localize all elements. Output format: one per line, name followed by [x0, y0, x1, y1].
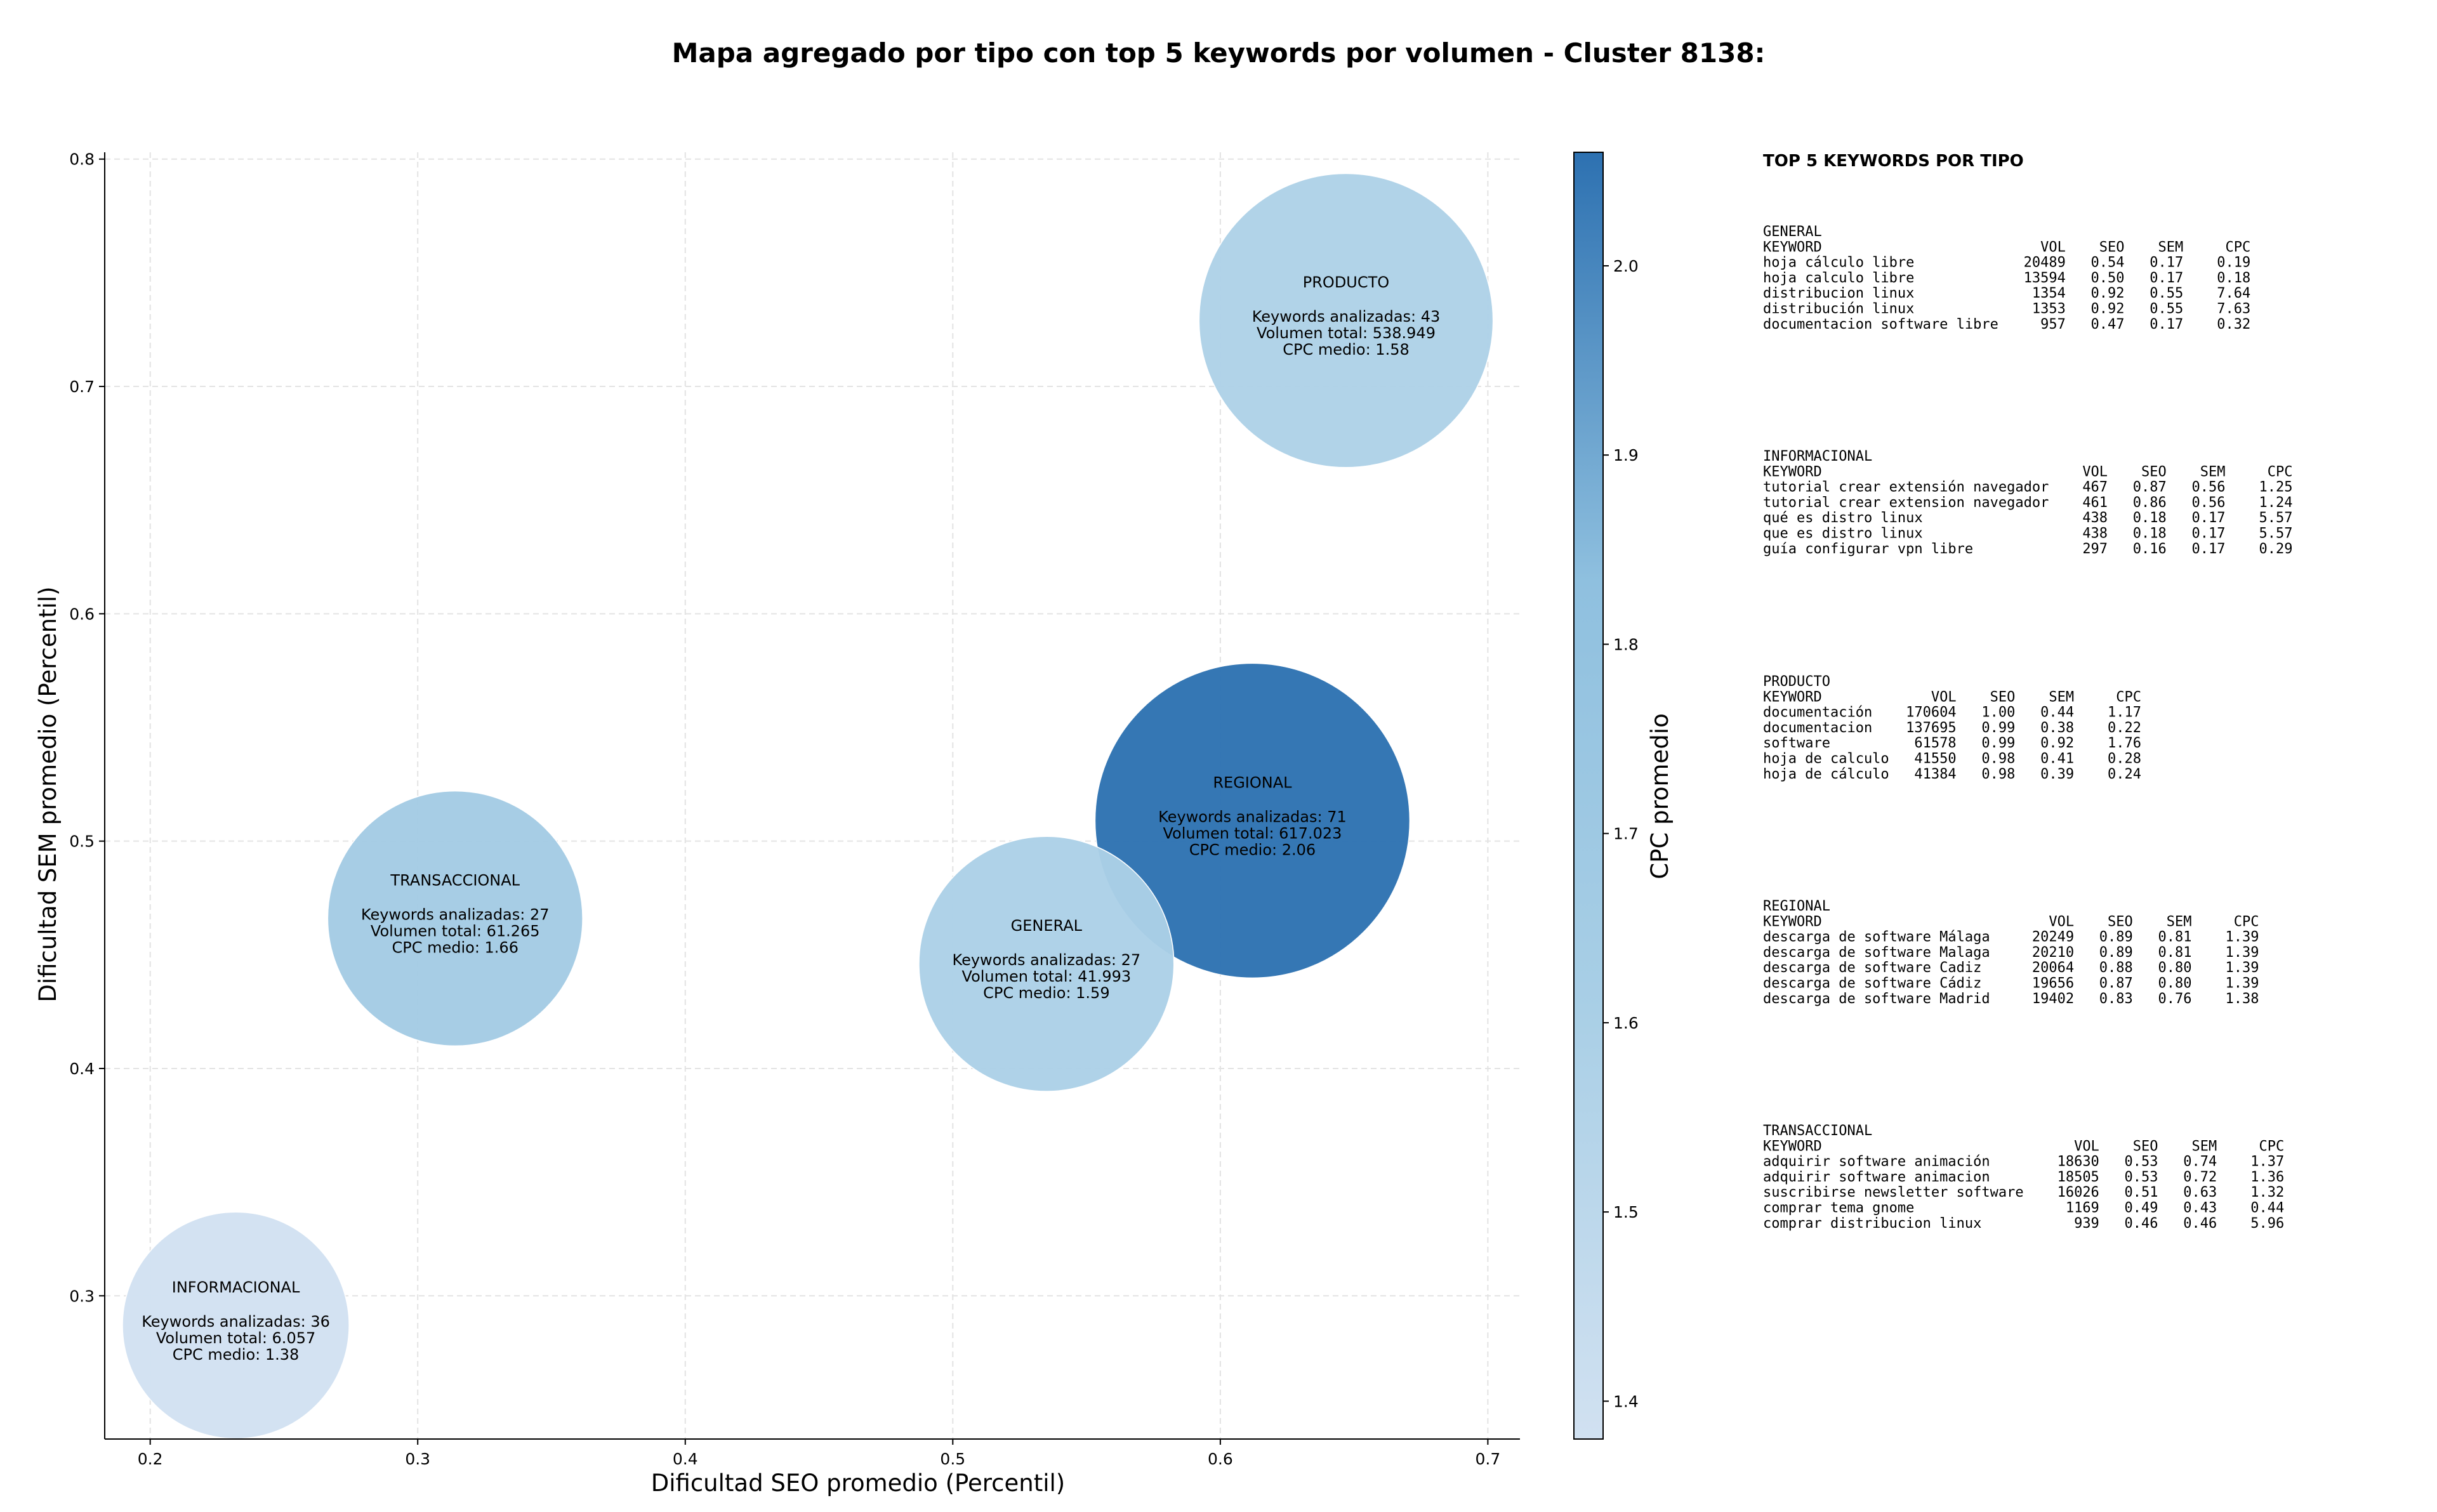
keyword-table-row: adquirir software animación 18630 0.53 0…: [1763, 1154, 2284, 1170]
keyword-table-row: qué es distro linux 438 0.18 0.17 5.57: [1763, 510, 2292, 526]
bubble-detail: CPC medio: 1.58: [1283, 341, 1410, 358]
keyword-table-title: INFORMACIONAL: [1763, 449, 1872, 464]
bubble-name: REGIONAL: [1213, 773, 1292, 791]
bubble-name: INFORMACIONAL: [172, 1279, 300, 1296]
bubble-name: PRODUCTO: [1303, 273, 1389, 291]
keyword-table-row: hoja calculo libre 13594 0.50 0.17 0.18: [1763, 270, 2250, 286]
keyword-table-row: distribucion linux 1354 0.92 0.55 7.64: [1763, 286, 2250, 301]
keyword-table-title: GENERAL: [1763, 224, 1822, 240]
bubble-detail: Volumen total: 61.265: [371, 922, 540, 940]
bubble-detail: Keywords analizadas: 36: [142, 1313, 330, 1331]
bubble-detail: CPC medio: 1.66: [392, 938, 518, 956]
x-tick-label: 0.5: [940, 1450, 965, 1468]
side-panel-heading: TOP 5 KEYWORDS POR TIPO: [1763, 152, 2024, 171]
colorbar: 1.4 1.5 1.6 1.7 1.8 1.9 2.0: [1573, 152, 1639, 1440]
x-tick-label: 0.2: [138, 1450, 163, 1468]
keyword-table-row: distribución linux 1353 0.92 0.55 7.63: [1763, 301, 2250, 317]
bubble-circle: [327, 790, 583, 1047]
bubble-circle: [1094, 662, 1411, 979]
y-tick-label: 0.7: [69, 378, 95, 396]
colorbar-tick-label: 1.6: [1613, 1014, 1639, 1032]
bubble-circle: [918, 836, 1175, 1092]
keyword-table-header: KEYWORD VOL SEO SEM CPC: [1763, 914, 2259, 930]
keyword-table-row: descarga de software Málaga 20249 0.89 0…: [1763, 930, 2259, 945]
keyword-table-row: hoja de cálculo 41384 0.98 0.39 0.24: [1763, 766, 2141, 782]
keyword-table-row: documentación 170604 1.00 0.44 1.17: [1763, 705, 2141, 721]
bubble-detail: CPC medio: 1.38: [173, 1346, 300, 1364]
colorbar-tick-label: 2.0: [1613, 257, 1639, 275]
keyword-table-row: hoja de calculo 41550 0.98 0.41 0.28: [1763, 751, 2141, 767]
keyword-table-row: comprar distribucion linux 939 0.46 0.46…: [1763, 1216, 2284, 1232]
x-tick-label: 0.4: [673, 1450, 698, 1468]
keyword-table-row: documentacion software libre 957 0.47 0.…: [1763, 317, 2250, 332]
keyword-table-row: hoja cálculo libre 20489 0.54 0.17 0.19: [1763, 255, 2250, 271]
colorbar-tick-label: 1.4: [1613, 1392, 1639, 1410]
keyword-table-header: KEYWORD VOL SEO SEM CPC: [1763, 239, 2250, 255]
y-tick-label: 0.4: [69, 1060, 95, 1078]
keyword-table-row: software 61578 0.99 0.92 1.76: [1763, 735, 2141, 751]
keyword-table-header: KEYWORD VOL SEO SEM CPC: [1763, 1138, 2284, 1154]
keyword-table-row: adquirir software animacion 18505 0.53 0…: [1763, 1169, 2284, 1185]
keyword-table-title: TRANSACCIONAL: [1763, 1123, 1872, 1139]
keyword-table-row: descarga de software Malaga 20210 0.89 0…: [1763, 945, 2259, 961]
bubble-detail: CPC medio: 1.59: [983, 984, 1110, 1002]
keyword-table-row: guía configurar vpn libre 297 0.16 0.17 …: [1763, 541, 2292, 557]
colorbar-gradient: [1573, 152, 1604, 1440]
y-tick-label: 0.6: [69, 605, 95, 623]
x-axis-label: Dificultad SEO promedio (Percentil): [651, 1469, 1065, 1497]
bubble-circle: [1198, 173, 1494, 468]
axes: 0.2 0.3 0.4 0.5 0.6 0.7 0.3 0.4 0.5 0.6 0.7 0.8: [69, 150, 1520, 1468]
bubble-name: TRANSACCIONAL: [390, 871, 520, 889]
bubble-detail: Keywords analizadas: 71: [1158, 808, 1347, 825]
bubble-informacional: INFORMACIONAL Keywords analizadas: 36Volu…: [122, 1211, 350, 1440]
y-axis-label: Dificultad SEM promedio (Percentil): [34, 586, 62, 1002]
colorbar-tick-label: 1.7: [1613, 825, 1639, 843]
y-tick-label: 0.8: [69, 150, 95, 169]
colorbar-tick-label: 1.8: [1613, 635, 1639, 654]
bubble-detail: Volumen total: 617.023: [1163, 824, 1342, 842]
keyword-table-row: descarga de software Cádiz 19656 0.87 0.…: [1763, 976, 2259, 992]
bubble-detail: Volumen total: 41.993: [962, 968, 1132, 985]
colorbar-tick-label: 1.5: [1613, 1203, 1639, 1221]
bubble-transaccional: TRANSACCIONAL Keywords analizadas: 27Volu…: [327, 790, 583, 1047]
keyword-table-row: comprar tema gnome 1169 0.49 0.43 0.44: [1763, 1200, 2284, 1216]
keyword-table-row: tutorial crear extensión navegador 467 0…: [1763, 480, 2292, 496]
keyword-table-header: KEYWORD VOL SEO SEM CPC: [1763, 689, 2141, 705]
keyword-table-row: suscribirse newsletter software 16026 0.…: [1763, 1185, 2284, 1200]
y-tick-label: 0.3: [69, 1287, 95, 1305]
y-tick-label: 0.5: [69, 832, 95, 851]
bubble-detail: Keywords analizadas: 43: [1252, 308, 1441, 325]
x-tick-label: 0.6: [1208, 1450, 1233, 1468]
keyword-table-title: REGIONAL: [1763, 898, 1830, 914]
bubble-name: GENERAL: [1011, 917, 1083, 935]
bubble-detail: Keywords analizadas: 27: [361, 905, 550, 923]
chart-title: Mapa agregado por tipo con top 5 keyword…: [672, 37, 1766, 69]
keyword-table-title: PRODUCTO: [1763, 674, 1830, 690]
keyword-table-row: descarga de software Cadiz 20064 0.88 0.…: [1763, 960, 2259, 976]
keyword-table-row: tutorial crear extension navegador 461 0…: [1763, 495, 2292, 511]
x-tick-label: 0.3: [405, 1450, 430, 1468]
colorbar-label: CPC promedio: [1646, 713, 1674, 879]
keyword-table-row: descarga de software Madrid 19402 0.83 0…: [1763, 991, 2259, 1007]
keyword-table-row: que es distro linux 438 0.18 0.17 5.57: [1763, 526, 2292, 542]
colorbar-tick-label: 1.9: [1613, 446, 1639, 464]
bubble-detail: Keywords analizadas: 27: [953, 951, 1141, 969]
keyword-table-row: documentacion 137695 0.99 0.38 0.22: [1763, 720, 2141, 736]
keyword-table-header: KEYWORD VOL SEO SEM CPC: [1763, 464, 2292, 480]
x-tick-label: 0.7: [1476, 1450, 1501, 1468]
bubble-detail: CPC medio: 2.06: [1189, 841, 1316, 858]
bubble-detail: Volumen total: 538.949: [1257, 324, 1436, 342]
bubble-detail: Volumen total: 6.057: [156, 1329, 315, 1347]
